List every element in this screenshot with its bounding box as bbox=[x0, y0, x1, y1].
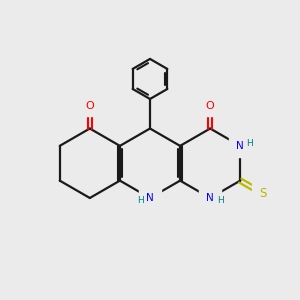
Point bbox=[148, 196, 152, 200]
Text: S: S bbox=[260, 188, 267, 200]
Text: H: H bbox=[247, 139, 253, 148]
Point bbox=[208, 196, 213, 200]
Text: H: H bbox=[137, 196, 143, 206]
Text: N: N bbox=[146, 193, 154, 203]
Text: N: N bbox=[206, 193, 214, 203]
Point bbox=[261, 191, 266, 196]
Point bbox=[238, 143, 243, 148]
Point bbox=[87, 104, 92, 109]
Text: N: N bbox=[236, 141, 244, 151]
Text: O: O bbox=[206, 101, 214, 111]
Point bbox=[208, 104, 213, 109]
Text: O: O bbox=[85, 101, 94, 111]
Text: H: H bbox=[217, 196, 224, 206]
